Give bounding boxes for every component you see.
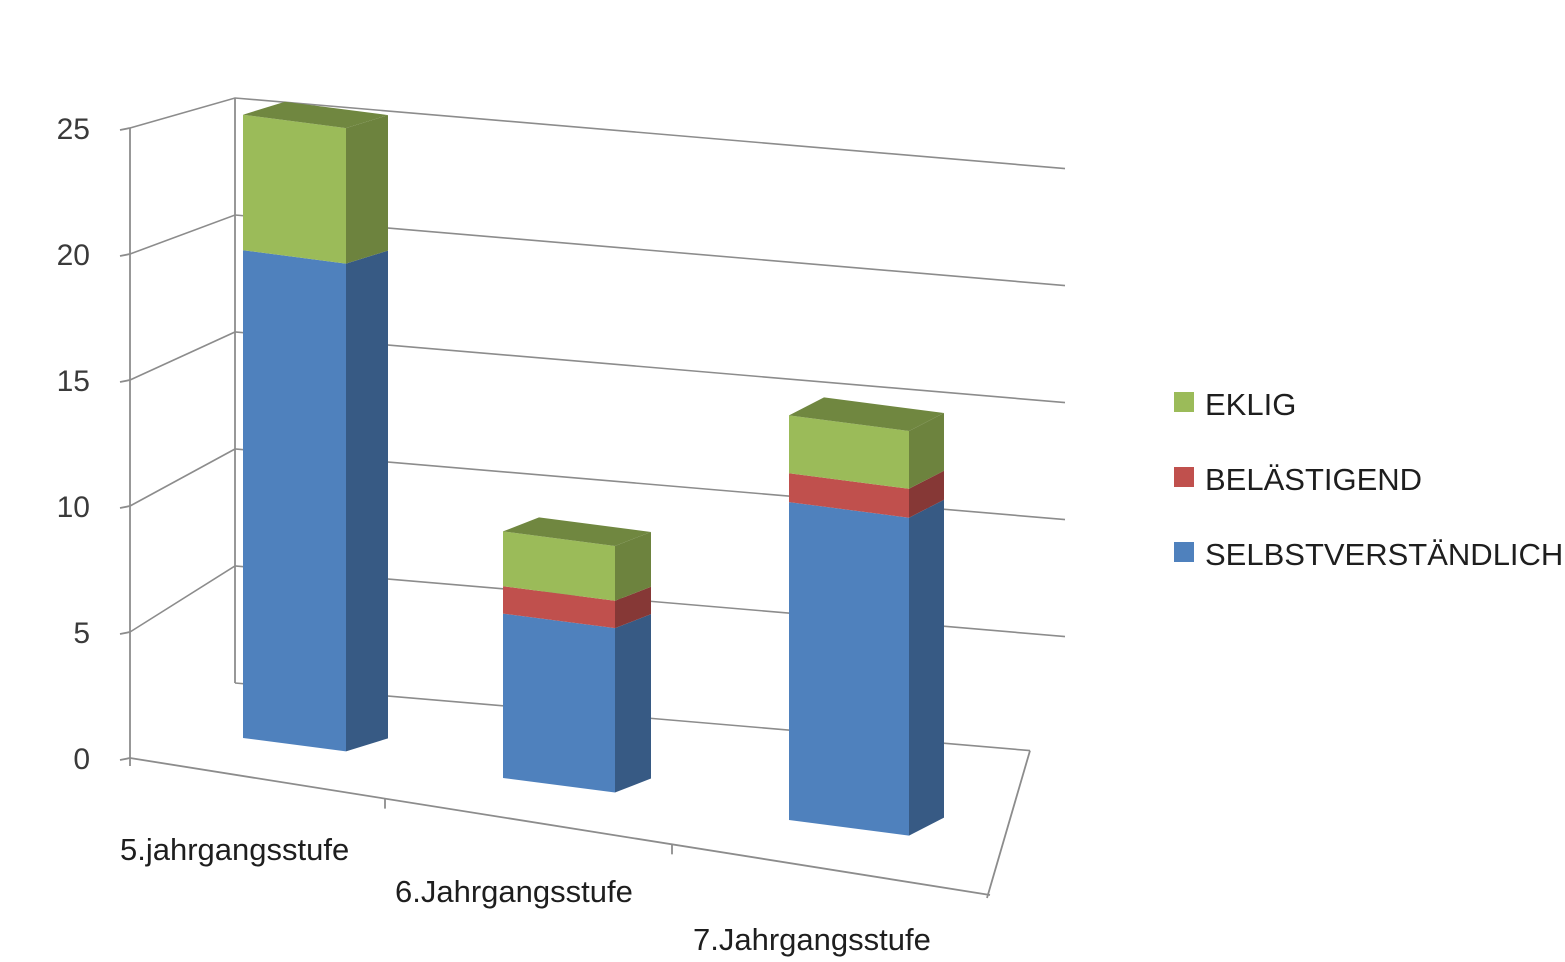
bar-stack	[789, 397, 944, 836]
bar-segment-side	[909, 413, 944, 489]
y-tick-mark	[119, 505, 131, 509]
y-tick-mark	[119, 253, 131, 257]
bar-top-face	[243, 101, 388, 129]
legend-entry-label: BELÄSTIGEND	[1205, 462, 1422, 497]
legend: EKLIG BELÄSTIGEND SELBSTVERSTÄNDLICH	[1174, 387, 1563, 572]
bar-segment-front	[243, 250, 346, 752]
bar-segment-front	[789, 502, 909, 836]
y-tick-mark	[119, 631, 131, 635]
bar-segment-side	[909, 470, 944, 518]
y-tick-mark	[119, 757, 131, 761]
y-tick-label: 10	[57, 491, 90, 524]
bar-stack	[243, 101, 388, 752]
x-category-label: 6.Jahrgangsstufe	[395, 874, 633, 909]
bar-segment-front	[243, 114, 346, 264]
bar-segment-front	[503, 613, 615, 793]
legend-entry-label: EKLIG	[1205, 387, 1296, 422]
bar-segment-front	[789, 473, 909, 518]
x-axis-category-labels: 5.jahrgangsstufe 6.Jahrgangsstufe 7.Jahrga…	[120, 832, 931, 957]
bar-segment-front	[503, 531, 615, 601]
y-axis-tick-labels: 0 5 10 15 20 25	[57, 113, 90, 776]
y-tick-label: 20	[57, 239, 90, 272]
bar-top-face	[789, 397, 944, 431]
x-axis-line	[129, 757, 991, 896]
y-tick-label: 0	[73, 743, 90, 776]
legend-entry-label: SELBSTVERSTÄNDLICH	[1205, 537, 1563, 572]
bar-segment-side	[909, 499, 944, 836]
bar-segment-side	[615, 586, 651, 629]
bar-segment-side	[346, 115, 388, 264]
y-tick-mark	[119, 127, 131, 131]
bar-segment-front	[789, 415, 909, 489]
legend-swatch	[1174, 392, 1194, 412]
bar-stack	[503, 517, 651, 793]
x-category-label: 7.Jahrgangsstufe	[693, 922, 931, 957]
x-category-label: 5.jahrgangsstufe	[120, 832, 349, 867]
y-tick-mark	[119, 379, 131, 383]
legend-swatch	[1174, 467, 1194, 487]
y-tick-label: 25	[57, 113, 90, 146]
bar-segment-side	[346, 250, 388, 752]
floor-right-edge	[986, 750, 1031, 899]
y-tick-label: 5	[73, 617, 90, 650]
bar-segment-front	[503, 586, 615, 629]
bar-segment-side	[615, 614, 651, 793]
bar-segment-side	[615, 531, 651, 601]
legend-swatch	[1174, 542, 1194, 562]
y-tick-label: 15	[57, 365, 90, 398]
bar-top-face	[503, 517, 651, 546]
bars	[243, 101, 944, 836]
